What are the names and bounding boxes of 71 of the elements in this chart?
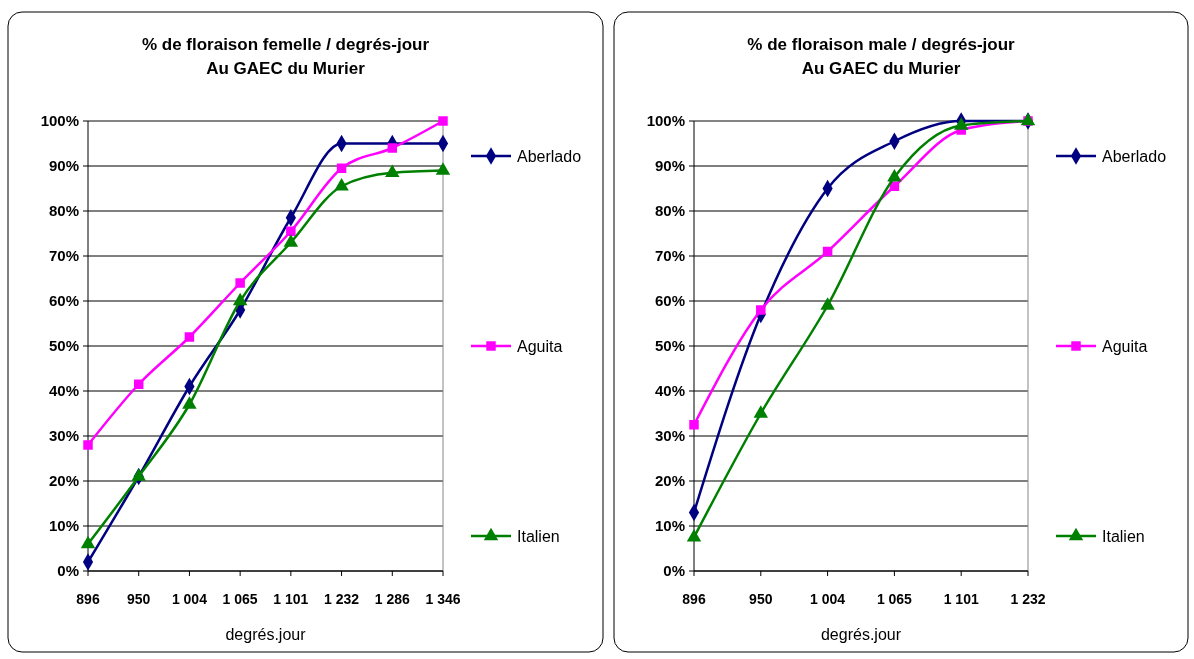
y-tick-label: 40% [654, 382, 685, 400]
point [184, 332, 195, 342]
point [756, 305, 766, 315]
point [1020, 112, 1036, 126]
point [235, 278, 245, 288]
legend-label: Italien [1102, 527, 1145, 545]
y-tick-label: 70% [48, 247, 79, 265]
x-tick-label: 1 101 [943, 591, 979, 607]
legend-label: Aberlado [1102, 147, 1167, 165]
legend-label: Aguita [1102, 337, 1148, 355]
point [435, 162, 451, 175]
legend-label: Italien [517, 527, 560, 545]
y-tick-label: 90% [48, 157, 79, 175]
legend-label: Aberlado [517, 147, 582, 165]
y-tick-label: 20% [48, 472, 79, 490]
y-tick-label: 30% [654, 427, 685, 445]
x-tick-label: 950 [127, 591, 151, 607]
x-axis-title: degrés.jour [225, 626, 307, 643]
y-tick-label: 0% [57, 562, 79, 580]
x-tick-label: 1 065 [876, 591, 913, 607]
y-tick-label: 90% [654, 157, 685, 175]
point [753, 405, 769, 418]
x-tick-label: 1 004 [171, 591, 208, 607]
x-tick-label: 1 232 [324, 591, 360, 607]
y-tick-label: 30% [48, 427, 79, 445]
y-tick-label: 50% [48, 337, 79, 355]
y-tick-label: 50% [654, 337, 685, 355]
x-tick-label: 950 [749, 591, 773, 607]
x-axis-title: degrés.jour [820, 626, 902, 643]
x-tick-label: 1 101 [273, 591, 309, 607]
x-tick-label: 1 004 [810, 591, 846, 607]
point [232, 292, 248, 306]
y-tick-label: 20% [654, 472, 685, 490]
y-tick-label: 100% [40, 112, 79, 130]
y-tick-label: 70% [654, 247, 685, 265]
y-tick-label: 100% [646, 112, 685, 130]
y-tick-label: 10% [48, 517, 79, 535]
point [283, 234, 299, 247]
y-tick-label: 40% [48, 382, 79, 400]
y-tick-label: 80% [48, 202, 79, 220]
chart-title: % de floraison male / degrés-jour Au GAEC du Murier [747, 35, 1016, 78]
point [953, 117, 969, 130]
x-tick-label: 1 346 [425, 591, 461, 607]
point [336, 163, 347, 173]
y-tick-label: 60% [654, 292, 685, 310]
y-tick-label: 0% [663, 562, 685, 580]
y-tick-label: 80% [654, 202, 685, 220]
x-tick-label: 896 [682, 591, 706, 607]
x-tick-label: 1 065 [222, 591, 258, 607]
point [80, 535, 96, 549]
point [182, 396, 197, 409]
point [334, 177, 349, 191]
point [887, 168, 902, 182]
y-tick-label: 60% [48, 292, 79, 310]
point [686, 528, 702, 542]
point [131, 468, 146, 481]
y-tick-label: 10% [654, 517, 685, 535]
point [83, 440, 93, 450]
point [286, 226, 296, 236]
x-tick-label: 896 [76, 591, 100, 607]
point [820, 297, 835, 310]
point [387, 143, 398, 153]
x-tick-label: 1 232 [1010, 591, 1046, 607]
point [822, 246, 833, 257]
point [385, 164, 400, 177]
legend-label: Aguita [517, 337, 563, 355]
chart-title: % de floraison femelle / degrés-jour Au GAEC du Murier [141, 35, 430, 78]
point [689, 420, 699, 430]
x-tick-label: 1 286 [374, 591, 411, 607]
point [133, 379, 144, 389]
point [438, 116, 448, 126]
